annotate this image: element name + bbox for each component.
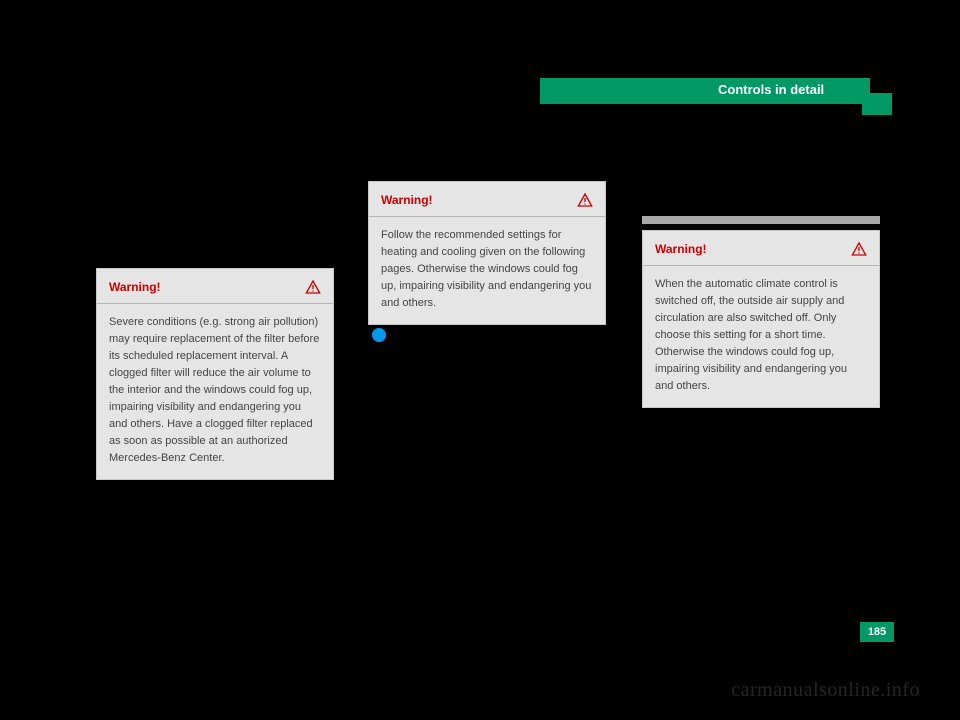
warning-title: Warning! [381,193,433,207]
warning-title: Warning! [109,280,161,294]
warning-triangle-icon [305,279,321,295]
watermark-text: carmanualsonline.info [731,679,920,702]
bullet-marker [372,328,386,342]
warning-title: Warning! [655,242,707,256]
page-number-badge: 185 [860,622,894,642]
warning-box-filter: Warning! Severe conditions (e.g. strong … [96,268,334,480]
warning-body: Follow the recommended settings for heat… [369,217,605,324]
warning-triangle-icon [851,241,867,257]
warning-header: Warning! [369,182,605,217]
warning-header: Warning! [97,269,333,304]
warning-body: When the automatic climate control is sw… [643,266,879,407]
warning-box-settings: Warning! Follow the recommended settings… [368,181,606,325]
warning-triangle-icon [577,192,593,208]
header-tab [862,93,892,115]
section-divider [642,216,880,224]
warning-body: Severe conditions (e.g. strong air pollu… [97,304,333,479]
header-title: Controls in detail [718,82,824,97]
warning-box-climate: Warning! When the automatic climate cont… [642,230,880,408]
warning-header: Warning! [643,231,879,266]
